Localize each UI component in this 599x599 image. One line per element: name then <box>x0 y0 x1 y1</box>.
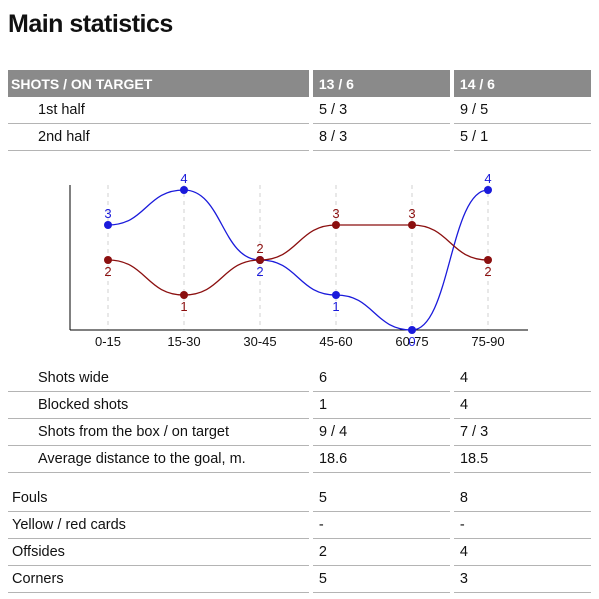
data-label: 0 <box>408 334 415 349</box>
team-b-value: 9 / 5 <box>453 97 591 124</box>
row-label: Corners <box>8 566 309 593</box>
series-1-point <box>484 186 492 194</box>
x-tick-label: 30-45 <box>243 334 276 349</box>
page-title: Main statistics <box>8 10 173 38</box>
table-row: Offsides 2 4 <box>8 539 591 566</box>
data-label: 3 <box>332 206 339 221</box>
x-tick-label: 60-75 <box>395 334 428 349</box>
team-a-value: 8 / 3 <box>312 124 450 151</box>
team-b-value: 5 / 1 <box>453 124 591 151</box>
team-b-value: 4 <box>453 392 591 419</box>
series-2-point <box>104 256 112 264</box>
team-b-value: 4 <box>453 539 591 566</box>
table-row: 2nd half 8 / 3 5 / 1 <box>8 124 591 151</box>
row-label: Average distance to the goal, m. <box>8 446 309 473</box>
team-a-value: 18.6 <box>312 446 450 473</box>
team-b-value: 8 <box>453 485 591 512</box>
team-a-shots-total: 13 / 6 <box>312 70 450 97</box>
series-line-2 <box>107 224 489 296</box>
table-row: Average distance to the goal, m. 18.6 18… <box>8 446 591 473</box>
series-2-point <box>180 291 188 299</box>
data-label: 2 <box>256 241 263 256</box>
shots-timeline-chart: 0-15 15-30 30-45 45-60 60-75 75-90 3 4 2 1 0 4 2 1 2 3 3… <box>0 160 599 360</box>
table-row: Fouls 5 8 <box>8 485 591 512</box>
series-2-point <box>484 256 492 264</box>
data-label: 1 <box>180 299 187 314</box>
team-b-value: 4 <box>453 365 591 392</box>
row-label: Shots wide <box>8 365 309 392</box>
team-a-value: 5 / 3 <box>312 97 450 124</box>
team-b-value: - <box>453 512 591 539</box>
shots-table: SHOTS / ON TARGET 13 / 6 14 / 6 1st half… <box>8 70 591 151</box>
table-row: Yellow / red cards - - <box>8 512 591 539</box>
shots-header-row: SHOTS / ON TARGET 13 / 6 14 / 6 <box>8 70 591 97</box>
row-label: Fouls <box>8 485 309 512</box>
data-label: 4 <box>180 171 187 186</box>
row-label: Yellow / red cards <box>8 512 309 539</box>
team-b-shots-total: 14 / 6 <box>453 70 591 97</box>
row-label: 2nd half <box>8 124 309 151</box>
series-1-point <box>332 291 340 299</box>
x-tick-label: 75-90 <box>471 334 504 349</box>
row-label: Blocked shots <box>8 392 309 419</box>
team-a-value: 6 <box>312 365 450 392</box>
row-label: Shots from the box / on target <box>8 419 309 446</box>
series-1-point <box>104 221 112 229</box>
table-row: Shots wide 6 4 <box>8 365 591 392</box>
series-1-point <box>180 186 188 194</box>
row-label: 1st half <box>8 97 309 124</box>
discipline-table: Fouls 5 8 Yellow / red cards - - Offside… <box>8 485 591 593</box>
shot-details-table: Shots wide 6 4 Blocked shots 1 4 Shots f… <box>8 365 591 473</box>
row-label: Offsides <box>8 539 309 566</box>
data-label: 2 <box>484 264 491 279</box>
series-2-point <box>256 256 264 264</box>
team-a-value: 2 <box>312 539 450 566</box>
team-a-value: 9 / 4 <box>312 419 450 446</box>
data-label: 4 <box>484 171 491 186</box>
table-row: Shots from the box / on target 9 / 4 7 /… <box>8 419 591 446</box>
shots-header-label: SHOTS / ON TARGET <box>8 70 309 97</box>
team-a-value: 1 <box>312 392 450 419</box>
series-line-1 <box>107 189 489 331</box>
data-label: 2 <box>256 264 263 279</box>
series-2-point <box>408 221 416 229</box>
data-label: 2 <box>104 264 111 279</box>
team-b-value: 7 / 3 <box>453 419 591 446</box>
data-label: 1 <box>332 299 339 314</box>
data-label: 3 <box>104 206 111 221</box>
team-b-value: 18.5 <box>453 446 591 473</box>
chart-svg: 0-15 15-30 30-45 45-60 60-75 75-90 3 4 2 1 0 4 2 1 2 3 3… <box>69 171 528 349</box>
x-tick-label: 45-60 <box>319 334 352 349</box>
series-2-point <box>332 221 340 229</box>
x-tick-label: 0-15 <box>95 334 121 349</box>
table-row: 1st half 5 / 3 9 / 5 <box>8 97 591 124</box>
table-row: Blocked shots 1 4 <box>8 392 591 419</box>
team-a-value: - <box>312 512 450 539</box>
x-tick-label: 15-30 <box>167 334 200 349</box>
table-row: Corners 5 3 <box>8 566 591 593</box>
team-a-value: 5 <box>312 485 450 512</box>
series-1-point <box>408 326 416 334</box>
team-b-value: 3 <box>453 566 591 593</box>
team-a-value: 5 <box>312 566 450 593</box>
data-label: 3 <box>408 206 415 221</box>
